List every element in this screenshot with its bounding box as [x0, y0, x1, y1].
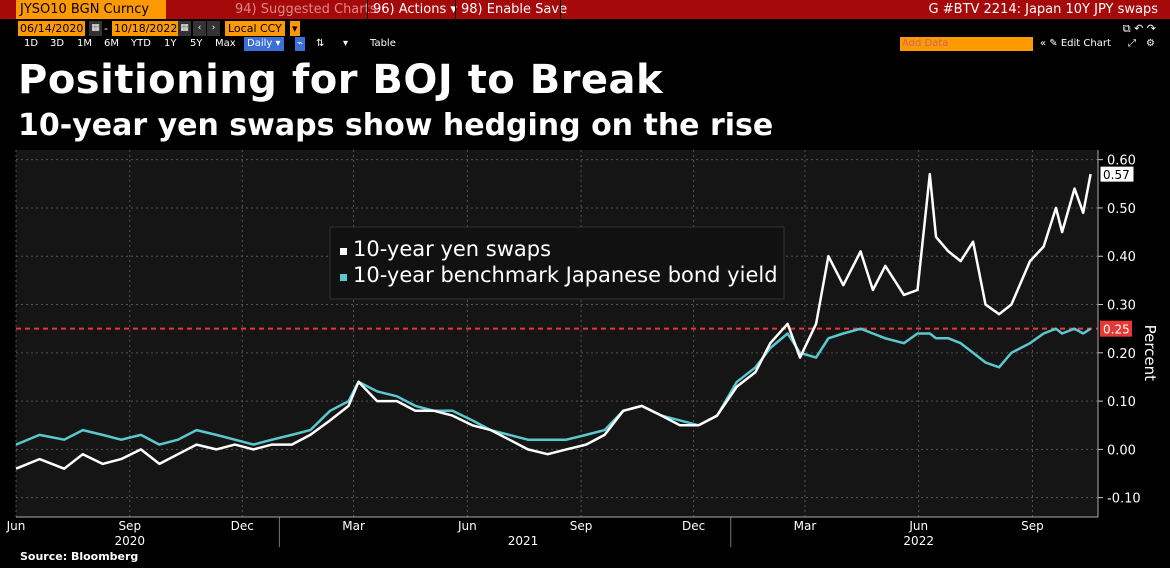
legend-swatch	[340, 274, 347, 281]
line-chart-icon[interactable]: ⌁	[295, 37, 306, 51]
enable-save-button[interactable]: 98) Enable Save	[461, 2, 568, 17]
x-tick-label: Sep	[118, 519, 141, 533]
last-value-label: 0.57	[1103, 168, 1130, 182]
actions-button[interactable]: 96) Actions ▾	[373, 2, 457, 17]
legend-label: 10-year yen swaps	[353, 237, 551, 261]
plot-area	[16, 150, 1098, 517]
period-max[interactable]: Max	[215, 38, 236, 49]
series-line-yen-swaps	[15, 172, 1092, 470]
end-date-input[interactable]: 10/18/2022	[112, 21, 180, 36]
y-tick-label: 0.00	[1107, 443, 1136, 458]
x-tick-label: Jun	[6, 519, 26, 533]
chart-type-icon[interactable]: ⇅	[316, 38, 325, 49]
y-axis-title: Percent	[1141, 325, 1159, 382]
year-label: 2022	[903, 534, 934, 548]
reference-value-label: 0.25	[1103, 323, 1130, 337]
legend-label: 10-year benchmark Japanese bond yield	[353, 263, 778, 287]
chevron-down-icon[interactable]: ▾	[343, 38, 349, 49]
x-tick-label: Mar	[794, 519, 817, 533]
line-chart: -0.10 0.00 0.10 0.20 0.30 0.40 0.50 0.60 Jun Sep D…	[6, 150, 1159, 548]
period-5y[interactable]: 5Y	[190, 38, 203, 49]
period-bar: 1D 3D 1M 6M YTD 1Y 5Y Max Daily ▾ ⌁ ⇅ ▾ …	[0, 37, 1170, 51]
chevron-right-icon[interactable]: ›	[207, 21, 220, 36]
x-tick-label: Sep	[570, 519, 593, 533]
x-tick-label: Jun	[457, 519, 477, 533]
year-label: 2020	[114, 534, 145, 548]
add-data-input[interactable]: Add Data	[900, 37, 1033, 51]
ticker-field[interactable]: JYSO10 BGN Curncy	[16, 0, 166, 19]
y-tick-label: 0.40	[1107, 250, 1136, 265]
period-1m[interactable]: 1M	[77, 38, 92, 49]
year-label: 2021	[508, 534, 539, 548]
window-controls-icon[interactable]: ⧉ ↶ ↷	[1122, 22, 1156, 35]
period-1y[interactable]: 1Y	[164, 38, 177, 49]
suggested-charts-button[interactable]: 94) Suggested Charts	[235, 2, 377, 17]
toolbar-divider	[560, 0, 561, 19]
period-ytd[interactable]: YTD	[131, 38, 151, 49]
legend-swatch	[340, 248, 347, 255]
edit-chart-button[interactable]: « ✎ Edit Chart	[1040, 38, 1111, 49]
calendar-icon[interactable]: ▦	[89, 21, 102, 36]
y-tick-label: 0.50	[1107, 202, 1136, 217]
date-range-bar: 06/14/2020 ▦ - 10/18/2022 ▦ ‹ › Local CC…	[0, 21, 1170, 36]
chevron-down-icon[interactable]: ▾	[290, 21, 300, 36]
source-note: Source: Bloomberg	[20, 550, 139, 563]
period-6m[interactable]: 6M	[104, 38, 119, 49]
toolbar-divider	[455, 0, 456, 19]
y-tick-label: 0.30	[1107, 299, 1136, 314]
last-value-badge	[1099, 165, 1135, 183]
table-button[interactable]: Table	[370, 38, 396, 49]
period-1d[interactable]: 1D	[24, 38, 39, 49]
toolbar-divider	[367, 0, 368, 19]
currency-select[interactable]: Local CCY	[225, 21, 285, 36]
period-3d[interactable]: 3D	[50, 38, 65, 49]
bloomberg-toolbar: JYSO10 BGN Curncy 94) Suggested Charts 9…	[0, 0, 1170, 19]
y-tick-label: 0.10	[1107, 395, 1136, 410]
calendar-icon[interactable]: ▦	[178, 21, 191, 36]
frequency-select[interactable]: Daily ▾	[244, 37, 284, 51]
subheadline: 10-year yen swaps show hedging on the ri…	[18, 108, 774, 143]
y-tick-label: -0.10	[1107, 492, 1141, 507]
y-tick-label: 0.60	[1107, 154, 1136, 169]
start-date-input[interactable]: 06/14/2020	[18, 21, 86, 36]
chevron-left-icon[interactable]: ‹	[193, 21, 206, 36]
y-tick-label: 0.20	[1107, 347, 1136, 362]
x-tick-label: Dec	[231, 519, 254, 533]
date-separator: -	[104, 22, 108, 35]
window-title: G #BTV 2214: Japan 10Y JPY swaps	[928, 2, 1158, 17]
x-tick-label: Jun	[908, 519, 928, 533]
x-tick-label: Sep	[1021, 519, 1044, 533]
legend-box	[329, 226, 785, 300]
reference-value-badge	[1100, 320, 1132, 337]
headline: Positioning for BOJ to Break	[18, 57, 664, 103]
page-footer-strip	[0, 568, 1170, 582]
x-tick-label: Mar	[342, 519, 365, 533]
fullscreen-icon[interactable]: ⤢	[1128, 38, 1136, 49]
gear-icon[interactable]: ⚙	[1146, 38, 1155, 49]
x-tick-label: Dec	[682, 519, 705, 533]
